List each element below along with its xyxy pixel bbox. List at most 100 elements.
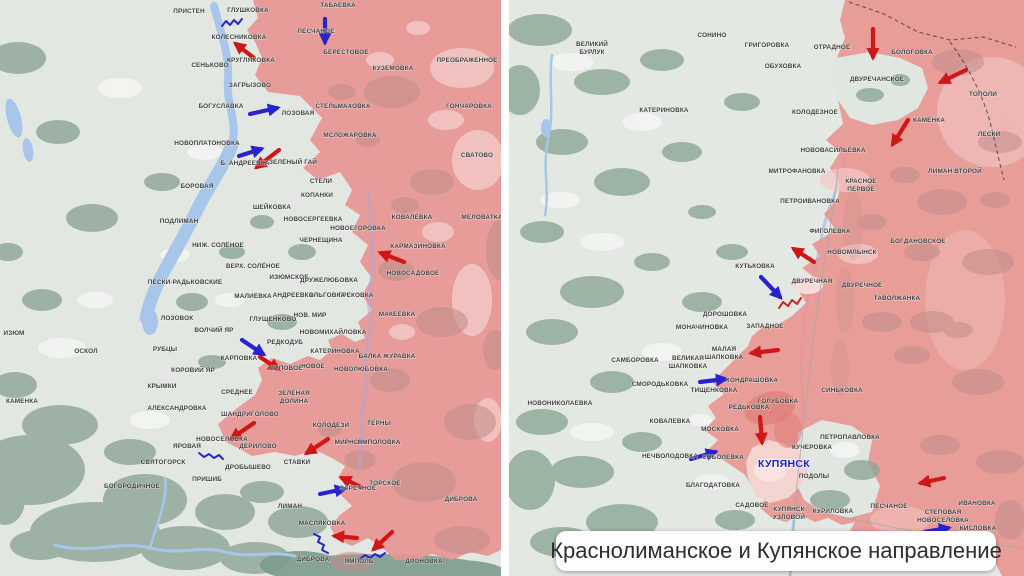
map-label: ГОЛУБОВКА bbox=[758, 398, 799, 405]
map-label: КОВАЛЕВКА bbox=[650, 418, 691, 425]
map-label: ЯМПОЛОВКА bbox=[358, 439, 401, 446]
map-label: СВАТОВО bbox=[461, 152, 493, 159]
map-label: ТАВОЛЖАНКА bbox=[874, 295, 921, 302]
map-label: ШЕЙКОВКА bbox=[253, 202, 292, 211]
defense-line bbox=[198, 452, 224, 460]
map-label: ОБУХОВКА bbox=[765, 63, 802, 70]
map-label: КАТЕРИНОВКА bbox=[310, 348, 360, 355]
attack-arrow bbox=[232, 41, 257, 61]
map-label: МАЛАЯ bbox=[712, 346, 737, 353]
map-label: ДИБРОВА bbox=[297, 556, 330, 563]
map-label: ТОРСКОЕ bbox=[369, 480, 401, 487]
map-label: СОНИНО bbox=[698, 32, 727, 39]
map-label: КОРОВИЙ ЯР bbox=[171, 365, 215, 374]
city-label-kupyansk: КУПЯНСК bbox=[758, 458, 810, 470]
map-label: ЗЕЛЕНАЯ bbox=[278, 390, 310, 397]
map-label: КАРПОВКА bbox=[221, 355, 258, 362]
attack-arrow bbox=[228, 420, 257, 441]
forest-areas-left bbox=[0, 42, 328, 574]
map-label: ДЕРИЛОВО bbox=[239, 443, 277, 450]
fortification-line bbox=[778, 297, 802, 309]
counterattack-arrow bbox=[239, 337, 267, 357]
map-label: ШАНДРИГОЛОВО bbox=[221, 411, 279, 418]
map-label: КИСЛОВКА bbox=[960, 525, 997, 532]
map-label: ЛОЗОВОК bbox=[161, 315, 194, 322]
map-label: МАСЛЯКОВКА bbox=[299, 520, 346, 527]
attack-arrows-right bbox=[748, 26, 969, 488]
map-label: ЛИМАН ВТОРОЙ bbox=[928, 166, 982, 175]
map-label: СТЕЛИ bbox=[310, 178, 333, 185]
map-label: ДОЛИНА bbox=[280, 398, 309, 405]
attack-arrow bbox=[890, 117, 911, 148]
attack-arrow bbox=[917, 474, 947, 488]
light-claim-patches-left bbox=[366, 21, 501, 442]
map-label: КОПАНКИ bbox=[301, 192, 333, 199]
map-label: ЛИПОВОЕ bbox=[269, 365, 303, 372]
map-label: СРЕДНЕЕ bbox=[221, 389, 253, 396]
map-label: ДИБРОВА bbox=[445, 496, 478, 503]
counterattack-arrow bbox=[688, 448, 719, 462]
counterattack-arrow bbox=[697, 373, 729, 387]
map-label: БУРЛУК bbox=[579, 49, 604, 56]
map-label: МОНАЧИНОВКА bbox=[676, 324, 728, 331]
map-label: МИТРОФАНОВКА bbox=[768, 168, 825, 175]
map-label: СТЕПОВАЯ bbox=[925, 509, 962, 516]
map-label: ОСКОЛ bbox=[74, 348, 98, 355]
map-label: НОВОНИКОЛАЕВКА bbox=[527, 400, 592, 407]
map-label: НЕЧВОЛОДОВКА bbox=[642, 453, 698, 460]
map-label: КОЛЕСНИКОВКА bbox=[212, 34, 267, 41]
map-label: ДОРОШОВКА bbox=[703, 311, 748, 318]
map-label: ЗАПАДНОЕ bbox=[746, 323, 784, 330]
light-claim-patches-right bbox=[793, 57, 1024, 534]
defense-lines-left bbox=[198, 18, 386, 560]
map-label: ГРЕКОВКА bbox=[338, 292, 373, 299]
defense-line bbox=[221, 18, 243, 27]
map-label: УЗЛОВОЙ bbox=[773, 512, 805, 521]
map-label: СОБОЛЕВКА bbox=[702, 454, 744, 461]
map-label: БЕРЕСТОВОЕ bbox=[323, 49, 369, 56]
map-label: МИРНОЕ bbox=[335, 439, 364, 446]
counterattack-arrow bbox=[247, 103, 281, 117]
map-label: МЕЛОВАТКА bbox=[461, 214, 502, 221]
counterattack-arrow bbox=[317, 484, 348, 498]
map-label: ОЛЬГОВКА bbox=[309, 292, 346, 299]
petropavlovka-pocket bbox=[794, 420, 880, 518]
defense-line bbox=[313, 533, 329, 554]
map-label: ДРОНОВКА bbox=[405, 558, 443, 565]
map-label: Б. АНДРЕЕВКА bbox=[220, 160, 270, 167]
map-label: КРАСНОЕ bbox=[845, 178, 877, 185]
state-border-dashed bbox=[848, 1, 1017, 181]
map-label: БОЛОГОВКА bbox=[891, 49, 933, 56]
map-label: ЗЕЛЁНЫЙ ГАЙ bbox=[269, 157, 317, 166]
map-label: БАЛКА ЖУРАВКА bbox=[359, 353, 416, 360]
map-label: ЛЕСКИ bbox=[978, 131, 1001, 138]
map-label: ПЕСЧАНОЕ bbox=[297, 28, 335, 35]
panel-divider bbox=[501, 0, 509, 576]
map-label: ПРИСТЕН bbox=[173, 8, 205, 15]
map-label: ЯМПОЛЬ bbox=[344, 558, 373, 565]
map-label: ЯРОВАЯ bbox=[173, 443, 201, 450]
map-label: НОВОСЕЛОВКА bbox=[917, 517, 969, 524]
map-label: ЛИМАН bbox=[278, 503, 302, 510]
attack-arrows-left bbox=[228, 41, 407, 552]
map-label: КУРИЛОВКА bbox=[813, 508, 854, 515]
attack-arrow bbox=[377, 250, 407, 265]
map-label: МСЛОЖАРОВКА bbox=[323, 132, 376, 139]
map-label: НИЖ. СОЛЁНОЕ bbox=[192, 241, 244, 249]
map-label: НОВОМЛЫНСК bbox=[827, 249, 876, 256]
map-label: КОНДРАШОВКА bbox=[726, 377, 778, 384]
river-valley-forest-left bbox=[260, 551, 501, 576]
dvurechanskoye-pocket bbox=[833, 52, 928, 125]
defense-line bbox=[359, 552, 386, 560]
map-label: ВЕЛИКАЯ bbox=[672, 355, 704, 362]
map-label: МАЛИЕВКА bbox=[234, 293, 272, 300]
map-label: ГРИГОРОВКА bbox=[745, 42, 790, 49]
map-label: НОВОЕ bbox=[301, 363, 325, 370]
map-label: КУЧЕРОВКА bbox=[792, 444, 832, 451]
map-label: ТОПОЛИ bbox=[969, 91, 997, 98]
map-label: КОЛОДЕЗНОЕ bbox=[792, 109, 839, 116]
map-label: РЕДЬКОВКА bbox=[729, 404, 770, 411]
map-label: ИЗЮМ bbox=[4, 330, 25, 337]
